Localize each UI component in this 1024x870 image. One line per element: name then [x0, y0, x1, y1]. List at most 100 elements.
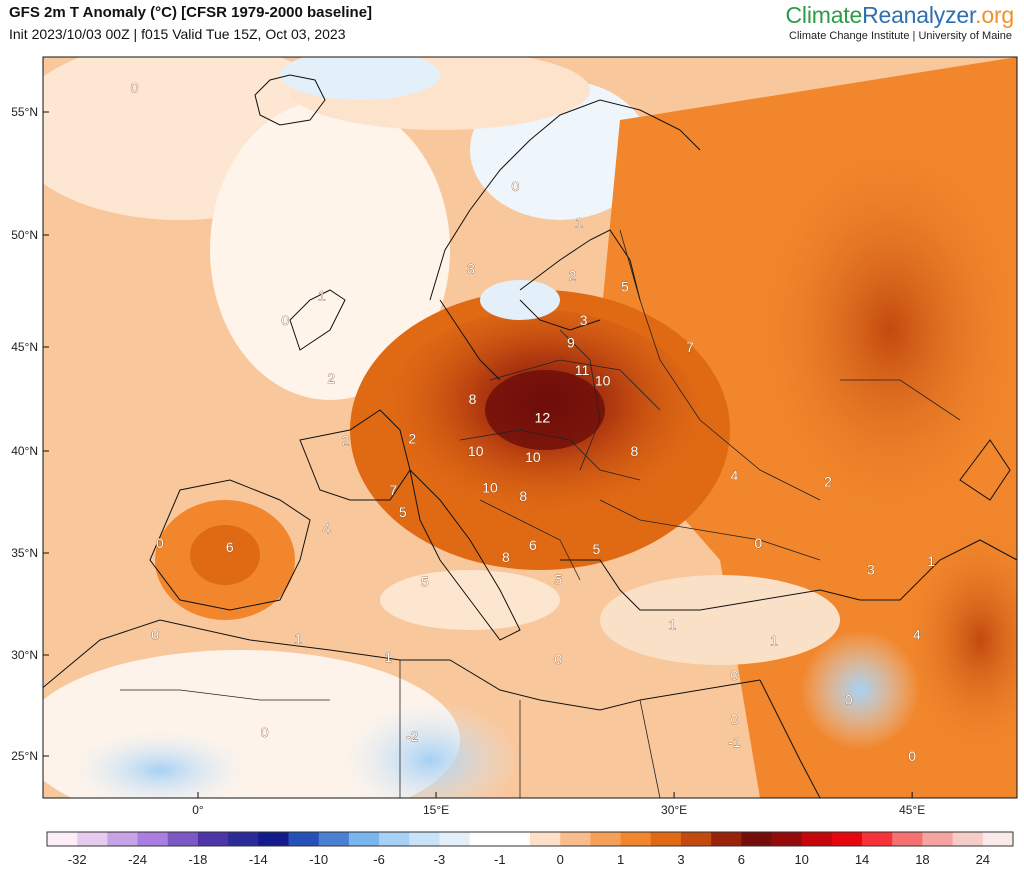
contour-label: 6 [226, 539, 234, 555]
contour-label: 0 [131, 79, 139, 95]
legend-swatch [379, 832, 410, 846]
legend-swatch [952, 832, 984, 846]
contour-label: 0 [156, 535, 164, 551]
contour-label: 0 [845, 691, 853, 707]
latitude-tick-label: 30°N [11, 648, 38, 662]
map-subtitle: Init 2023/10/03 00Z | f015 Valid Tue 15Z… [9, 26, 346, 42]
plot-frame [42, 56, 1018, 799]
contour-label: 2 [408, 431, 416, 447]
contour-label: 8 [631, 443, 639, 459]
contour-label: 10 [468, 443, 484, 459]
legend-tick-label: 24 [976, 852, 990, 867]
contour-label: 2 [824, 474, 832, 490]
contour-label: 1 [385, 649, 393, 665]
legend-tick-label: 1 [617, 852, 624, 867]
legend-swatch [348, 832, 380, 846]
contour-label: 4 [913, 627, 921, 643]
contour-label: 10 [482, 480, 498, 496]
contour-label: 9 [567, 335, 575, 351]
legend-swatch [439, 832, 471, 846]
latitude-tick-label: 25°N [11, 749, 38, 763]
legend-tick-label: -24 [128, 852, 147, 867]
contour-label: 3 [467, 261, 475, 277]
latitude-tick-label: 35°N [11, 546, 38, 560]
legend-swatch [409, 832, 440, 846]
legend-tick-label: -18 [189, 852, 208, 867]
contour-label: 2 [342, 433, 350, 449]
legend-tick-label: 14 [855, 852, 869, 867]
legend-swatch [107, 832, 138, 846]
legend-swatch [318, 832, 350, 846]
contour-label: 0 [908, 748, 916, 764]
legend-swatch [982, 832, 1014, 846]
contour-label: 10 [595, 372, 611, 388]
legend-tick-label: -32 [68, 852, 87, 867]
brand-logo[interactable]: ClimateReanalyzer.org [785, 2, 1015, 29]
contour-label: 5 [592, 541, 600, 557]
contour-label: 0 [512, 178, 520, 194]
legend-tick-label: 0 [557, 852, 564, 867]
contour-label: 7 [686, 339, 694, 355]
legend-swatch [228, 832, 259, 846]
contour-label: 0 [789, 43, 797, 59]
brand-logo-part3: .org [975, 2, 1014, 28]
latitude-tick-label: 45°N [11, 340, 38, 354]
latitude-tick-label: 50°N [11, 228, 38, 242]
anomaly-field [43, 57, 1017, 798]
contour-label: 5 [621, 279, 629, 295]
legend-tick-label: -1 [494, 852, 506, 867]
brand-subtitle: Climate Change Institute | University of… [789, 30, 1012, 42]
contour-label: 0 [731, 712, 739, 728]
legend-tick-label: 10 [794, 852, 808, 867]
legend-tick-label: -3 [434, 852, 446, 867]
country-borders [120, 229, 961, 798]
contour-label: 0 [281, 312, 289, 328]
legend-swatch [560, 832, 591, 846]
contour-label: 1 [575, 215, 583, 231]
legend-swatch [620, 832, 652, 846]
contour-label: -1 [728, 734, 741, 750]
legend-tick-label: -14 [249, 852, 268, 867]
contour-label: 0 [554, 651, 562, 667]
contour-label: 2 [327, 370, 335, 386]
color-legend: -32-24-18-14-10-6-3-101361014182432 [46, 831, 1014, 867]
contour-label: 8 [469, 391, 477, 407]
contour-label: 4 [731, 467, 739, 483]
contour-label: 1 [294, 631, 302, 647]
legend-tick-label: 18 [915, 852, 929, 867]
contour-label: 8 [502, 549, 510, 565]
brand-logo-part1: Climate [785, 2, 863, 28]
legend-swatch [258, 832, 289, 846]
contour-label: 2 [569, 267, 577, 283]
legend-swatch [831, 832, 863, 846]
legend-swatch [680, 832, 712, 846]
longitude-axis: 0° 15°E 30°E 45°E [192, 792, 925, 817]
coastlines [43, 74, 1017, 798]
contour-label: 3 [867, 561, 875, 577]
contour-label: 3 [580, 312, 588, 328]
legend-swatch [288, 832, 320, 846]
legend-swatch [711, 832, 742, 846]
latitude-tick-label: 55°N [11, 105, 38, 119]
legend-tick-label: 3 [677, 852, 684, 867]
contour-label: 8 [519, 488, 527, 504]
contour-label: 7 [389, 482, 397, 498]
legend-swatch [650, 832, 682, 846]
latitude-tick-label: 40°N [11, 444, 38, 458]
contour-label: 1 [770, 633, 778, 649]
contour-label: 6 [529, 537, 537, 553]
contour-label: 1 [927, 553, 935, 569]
legend-swatch [47, 832, 78, 846]
contour-label: 0 [151, 627, 159, 643]
contour-label: 10 [525, 449, 541, 465]
legend-swatch [771, 832, 803, 846]
contour-label: 0 [754, 535, 762, 551]
contour-label: 12 [535, 410, 551, 426]
legend-swatch [197, 832, 229, 846]
contour-label: 11 [575, 362, 590, 378]
legend-swatch [862, 832, 893, 846]
longitude-tick-label: 0° [192, 803, 204, 817]
contour-label: 0 [731, 667, 739, 683]
legend-swatch [590, 832, 621, 846]
